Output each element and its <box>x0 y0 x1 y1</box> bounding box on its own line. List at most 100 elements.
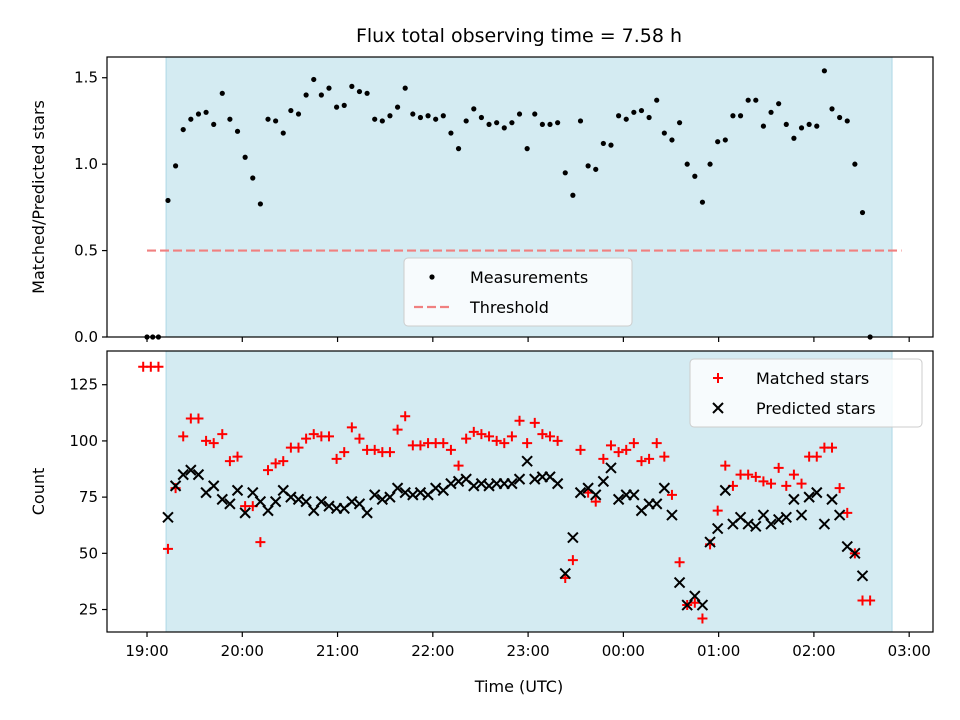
data-point <box>567 531 579 544</box>
data-point <box>303 92 309 98</box>
data-point <box>331 453 342 464</box>
data-point <box>758 476 769 487</box>
data-point <box>311 76 317 83</box>
data-point <box>425 113 431 119</box>
data-point <box>773 462 784 473</box>
y-tick-label: 1.5 <box>74 69 98 87</box>
y-tick-label: 0.5 <box>74 242 98 260</box>
data-point <box>208 438 219 449</box>
data-point <box>590 496 601 507</box>
data-point <box>394 104 401 110</box>
data-point <box>791 135 797 141</box>
legend: Measurements Threshold <box>403 257 633 327</box>
data-point <box>651 438 662 449</box>
x-tick-label: 01:00 <box>697 642 740 660</box>
data-point <box>719 484 732 497</box>
x-tick-label: 03:00 <box>888 642 931 660</box>
data-point <box>234 128 241 134</box>
data-point <box>232 451 243 462</box>
data-point <box>177 468 189 481</box>
data-point <box>341 102 347 108</box>
chart-title: Flux total observing time = 7.58 h <box>356 25 682 47</box>
data-point <box>699 199 706 205</box>
data-point <box>795 509 808 521</box>
data-point <box>552 435 563 446</box>
data-point <box>697 613 708 624</box>
data-point <box>211 121 217 128</box>
data-point <box>185 464 197 476</box>
legend-marker <box>712 402 724 414</box>
data-point <box>269 495 282 508</box>
data-point <box>781 480 792 491</box>
data-point <box>859 209 866 216</box>
data-point <box>522 438 533 449</box>
data-point <box>455 146 462 152</box>
data-point <box>207 480 220 492</box>
data-point <box>270 458 281 469</box>
data-point <box>673 576 686 589</box>
data-point <box>669 137 675 143</box>
data-point <box>715 139 721 145</box>
data-point <box>616 113 622 119</box>
data-point <box>651 498 663 510</box>
data-point <box>821 68 827 74</box>
legend-label: Measurements <box>470 268 588 287</box>
legend-box <box>689 358 923 428</box>
data-point <box>224 456 235 467</box>
data-point <box>506 477 518 490</box>
y-axis-label: Matched/Predicted stars <box>29 100 48 294</box>
data-point <box>537 429 548 440</box>
data-point <box>308 429 319 440</box>
data-point <box>193 413 204 424</box>
data-point <box>856 570 869 582</box>
data-point <box>849 547 861 560</box>
data-point <box>766 478 777 489</box>
data-point <box>745 97 751 103</box>
data-point <box>188 116 194 122</box>
data-point <box>575 444 586 455</box>
data-point <box>811 451 822 462</box>
data-point <box>484 431 495 442</box>
data-point <box>661 130 667 136</box>
data-point <box>730 113 736 119</box>
data-point <box>608 142 614 148</box>
data-point <box>334 104 340 110</box>
data-point <box>410 111 416 117</box>
data-point <box>768 109 774 115</box>
data-point <box>339 447 350 458</box>
data-point <box>722 137 728 143</box>
data-point <box>814 123 820 129</box>
data-point <box>195 111 202 117</box>
data-point <box>834 483 845 494</box>
data-point <box>590 489 602 501</box>
legend-label: Matched stars <box>756 369 869 388</box>
data-point <box>628 489 640 501</box>
top-panel-ratio: 0.0 0.5 1.0 1.5 Matched/Predicted stars Measu… <box>29 56 934 346</box>
data-point <box>402 85 408 91</box>
y-tick-label: 125 <box>69 376 98 394</box>
data-point <box>372 116 378 122</box>
data-point <box>361 507 373 519</box>
data-point <box>842 507 853 518</box>
data-point <box>811 486 823 499</box>
data-point <box>577 118 584 124</box>
x-tick-label: 23:00 <box>506 642 549 660</box>
data-point <box>743 469 754 480</box>
data-point <box>628 438 639 449</box>
data-point <box>598 453 609 464</box>
data-point <box>293 442 304 453</box>
data-point <box>257 201 263 207</box>
data-point <box>509 120 515 126</box>
series-measurements <box>144 68 873 340</box>
data-point <box>750 520 762 533</box>
y-tick-label: 0.0 <box>74 328 98 346</box>
data-point <box>783 121 789 128</box>
data-point <box>445 444 456 455</box>
data-point <box>707 161 713 167</box>
data-point <box>636 456 647 467</box>
legend: Matched stars Predicted stars <box>689 358 923 428</box>
data-point <box>689 597 700 608</box>
data-point <box>798 125 805 131</box>
data-point <box>776 101 782 107</box>
data-point <box>263 465 274 476</box>
